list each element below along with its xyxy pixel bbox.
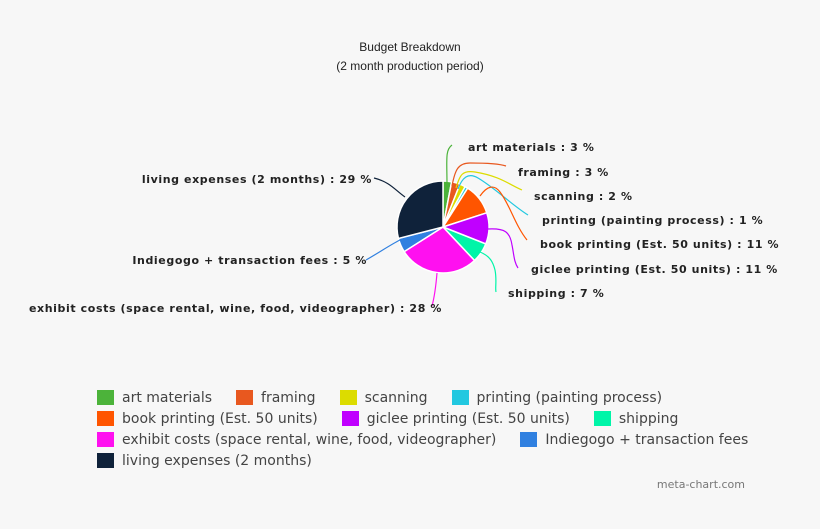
data-label: Indiegogo + transaction fees : 5 % [132, 254, 367, 267]
label-connector [457, 175, 529, 216]
legend-row: art materials framing scanning printing (pa… [97, 387, 777, 408]
legend-item[interactable]: exhibit costs (space rental, wine, food,… [97, 432, 496, 448]
data-label: framing : 3 % [518, 166, 609, 179]
label-connector [455, 170, 523, 191]
legend-label: framing [261, 389, 316, 406]
legend-row: living expenses (2 months) [97, 450, 777, 471]
legend-swatch [97, 432, 114, 447]
legend-label: Indiegogo + transaction fees [545, 431, 749, 448]
legend-swatch [451, 390, 469, 405]
data-label: printing (painting process) : 1 % [542, 214, 763, 227]
label-connector [451, 162, 507, 187]
legend-label: art materials [122, 389, 213, 406]
legend-item[interactable]: shipping [593, 410, 679, 427]
legend-row: book printing (Est. 50 units) giclee prin… [97, 408, 777, 429]
legend-swatch [97, 390, 114, 405]
legend-label: exhibit costs (space rental, wine, food,… [122, 431, 497, 448]
legend-swatch [593, 411, 611, 426]
label-connector [479, 251, 497, 293]
legend-swatch [97, 411, 114, 426]
pie-slice[interactable] [403, 226, 476, 274]
legend-label: scanning [364, 389, 428, 406]
legend-item[interactable]: scanning [339, 389, 428, 406]
credit-text: meta-chart.com [656, 478, 745, 491]
legend-swatch [341, 411, 359, 426]
legend-swatch [520, 432, 538, 447]
label-connector [446, 144, 453, 186]
chart-title: Budget Breakdown [359, 40, 461, 54]
pie-slice[interactable] [396, 180, 444, 240]
data-label: shipping : 7 % [508, 287, 604, 300]
legend-row: exhibit costs (space rental, wine, food,… [97, 429, 777, 450]
legend-swatch [339, 390, 357, 405]
legend: art materials framing scanning printing (pa… [97, 387, 777, 471]
data-label: art materials : 3 % [468, 141, 594, 154]
data-label: giclee printing (Est. 50 units) : 11 % [531, 263, 778, 276]
legend-item[interactable]: framing [236, 390, 316, 406]
data-label: scanning : 2 % [534, 190, 633, 203]
legend-label: living expenses (2 months) [122, 452, 312, 469]
label-connector [431, 272, 438, 307]
legend-item[interactable]: Indiegogo + transaction fees [520, 432, 748, 448]
legend-label: giclee printing (Est. 50 units) [366, 410, 570, 427]
data-label: living expenses (2 months) : 29 % [142, 173, 372, 186]
legend-item[interactable]: book printing (Est. 50 units) [97, 411, 318, 427]
legend-swatch [97, 453, 114, 468]
legend-item[interactable]: living expenses (2 months) [97, 453, 312, 469]
legend-item[interactable]: giclee printing (Est. 50 units) [341, 410, 570, 427]
legend-item[interactable]: printing (painting process) [451, 389, 663, 406]
label-connector [487, 228, 519, 269]
legend-swatch [236, 390, 254, 405]
chart-subtitle: (2 month production period) [336, 59, 484, 73]
legend-item[interactable]: art materials [97, 390, 212, 406]
legend-label: printing (painting process) [476, 389, 663, 406]
data-label: book printing (Est. 50 units) : 11 % [540, 238, 779, 251]
label-connector [365, 239, 401, 261]
legend-label: shipping [618, 410, 679, 427]
legend-label: book printing (Est. 50 units) [122, 410, 318, 427]
label-connector [479, 186, 528, 241]
data-label: exhibit costs (space rental, wine, food,… [29, 302, 442, 315]
label-connector [373, 177, 406, 198]
